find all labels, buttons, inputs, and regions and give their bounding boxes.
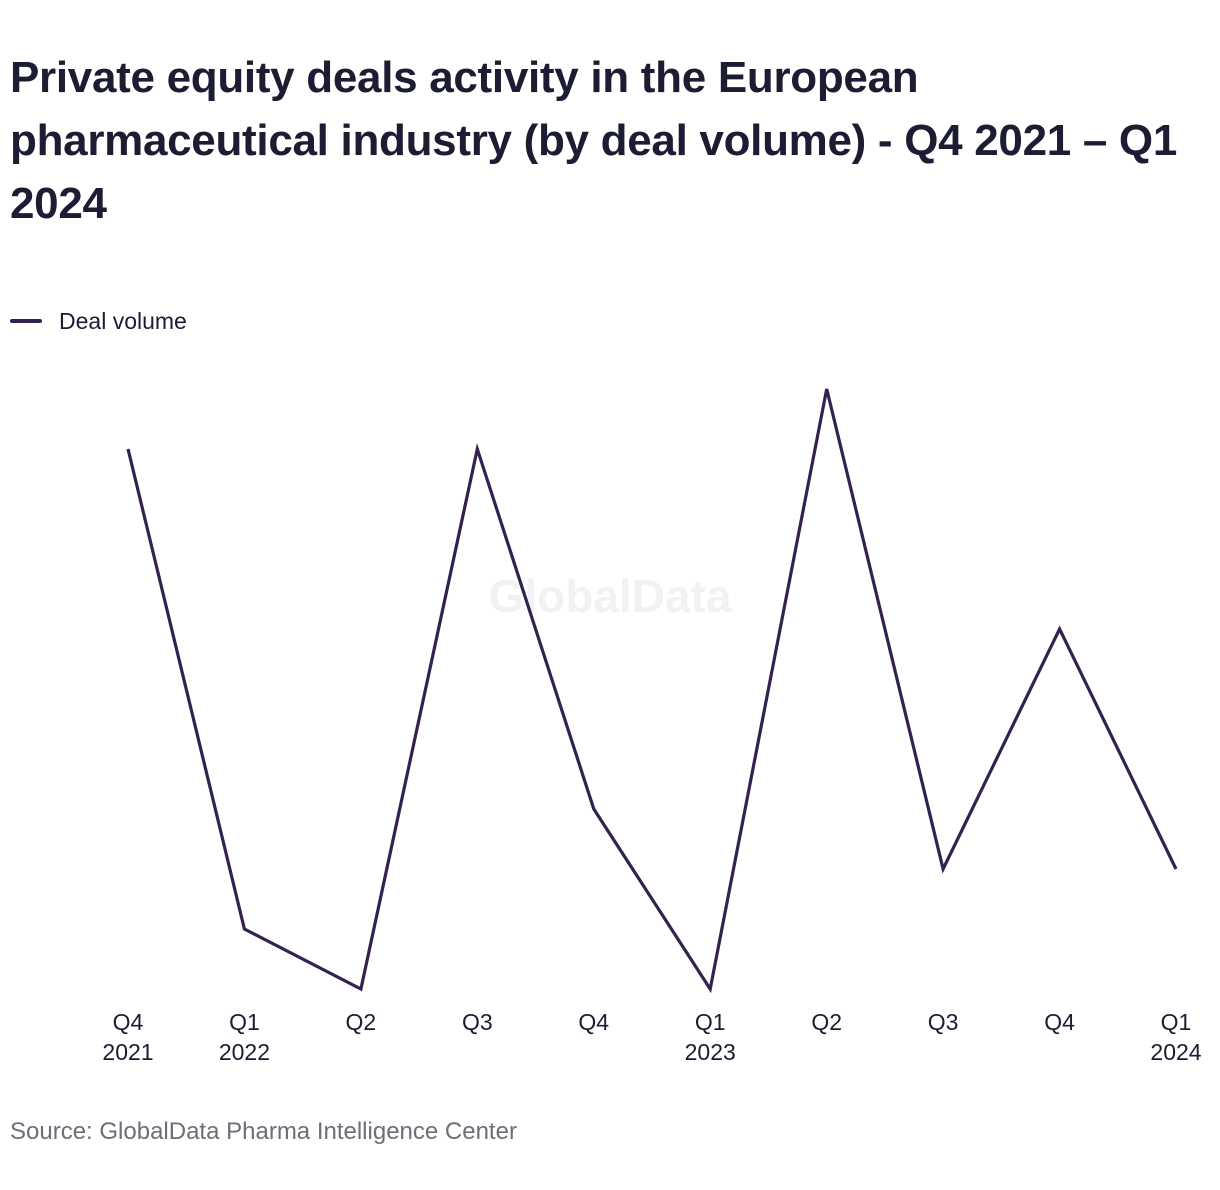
data-point-3 [474, 446, 480, 452]
data-point-9 [1173, 866, 1179, 872]
data-point-2 [358, 986, 364, 992]
data-point-6 [824, 386, 830, 392]
x-tick-label-quarter: Q4 [1044, 1009, 1075, 1035]
x-tick-label-quarter: Q4 [113, 1009, 144, 1035]
data-point-5 [707, 986, 713, 992]
plot-area [125, 386, 1179, 994]
data-point-4 [591, 806, 597, 812]
data-point-8 [1057, 626, 1063, 632]
chart-title: Private equity deals activity in the Eur… [10, 53, 1178, 228]
x-tick-label-quarter: Q1 [229, 1009, 260, 1035]
x-tick-label-quarter: Q1 [695, 1009, 726, 1035]
x-tick-label-quarter: Q2 [346, 1009, 377, 1035]
legend-label-deal-volume: Deal volume [59, 307, 187, 334]
x-tick-label-quarter: Q4 [578, 1009, 609, 1035]
x-tick-label-year: 2024 [1150, 1039, 1201, 1065]
source-note: Source: GlobalData Pharma Intelligence C… [10, 1118, 517, 1145]
x-axis-ticks: Q4 2021 Q1 2022 Q2 Q3 Q4 Q1 2023 Q2 Q3 Q4 Q1 2024 [102, 1009, 1201, 1065]
data-point-7 [940, 866, 946, 872]
x-tick-label-year: 2023 [685, 1039, 736, 1065]
chart-legend: Deal volume [10, 306, 187, 336]
x-tick-label-quarter: Q2 [811, 1009, 842, 1035]
x-tick-label-quarter: Q3 [928, 1009, 959, 1035]
legend-swatch-deal-volume [10, 319, 42, 323]
x-tick-label-year: 2021 [102, 1039, 153, 1065]
x-tick-label-quarter: Q1 [1161, 1009, 1192, 1035]
data-point-0 [125, 446, 131, 452]
series-line-deal-volume [126, 388, 1178, 994]
x-tick-label-year: 2022 [219, 1039, 270, 1065]
data-point-1 [241, 926, 247, 932]
x-tick-label-quarter: Q3 [462, 1009, 493, 1035]
